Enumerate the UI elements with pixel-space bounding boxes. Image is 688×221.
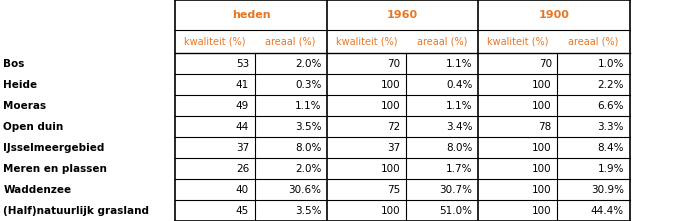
- Text: 1.1%: 1.1%: [446, 59, 473, 69]
- Text: 40: 40: [236, 185, 249, 194]
- Text: 2.0%: 2.0%: [295, 59, 321, 69]
- Text: 8.0%: 8.0%: [295, 143, 321, 152]
- Text: 1.7%: 1.7%: [446, 164, 473, 173]
- Text: 3.3%: 3.3%: [597, 122, 624, 131]
- Text: 44: 44: [236, 122, 249, 131]
- Text: heden: heden: [232, 10, 270, 20]
- Text: 30.6%: 30.6%: [288, 185, 321, 194]
- Text: 3.4%: 3.4%: [446, 122, 473, 131]
- Text: 6.6%: 6.6%: [597, 101, 624, 110]
- Text: 30.9%: 30.9%: [591, 185, 624, 194]
- Text: Bos: Bos: [3, 59, 25, 69]
- Text: areaal (%): areaal (%): [417, 36, 467, 46]
- Text: 37: 37: [236, 143, 249, 152]
- Text: 2.0%: 2.0%: [295, 164, 321, 173]
- Text: 78: 78: [539, 122, 552, 131]
- Text: 1.0%: 1.0%: [598, 59, 624, 69]
- Text: 1960: 1960: [387, 10, 418, 20]
- Text: 51.0%: 51.0%: [440, 206, 473, 215]
- Text: 1.1%: 1.1%: [294, 101, 321, 110]
- Text: 8.0%: 8.0%: [447, 143, 473, 152]
- Text: 41: 41: [236, 80, 249, 90]
- Text: 37: 37: [387, 143, 400, 152]
- Text: IJsselmeergebied: IJsselmeergebied: [3, 143, 105, 152]
- Text: 1.1%: 1.1%: [446, 101, 473, 110]
- Text: 30.7%: 30.7%: [440, 185, 473, 194]
- Text: 75: 75: [387, 185, 400, 194]
- Text: 72: 72: [387, 122, 400, 131]
- Text: 2.2%: 2.2%: [597, 80, 624, 90]
- Text: 100: 100: [380, 206, 400, 215]
- Text: areaal (%): areaal (%): [568, 36, 619, 46]
- Text: 49: 49: [236, 101, 249, 110]
- Text: 100: 100: [532, 143, 552, 152]
- Text: 100: 100: [380, 80, 400, 90]
- Text: (Half)natuurlijk grasland: (Half)natuurlijk grasland: [3, 206, 149, 215]
- Text: 1.9%: 1.9%: [597, 164, 624, 173]
- Text: kwaliteit (%): kwaliteit (%): [336, 36, 397, 46]
- Text: 8.4%: 8.4%: [597, 143, 624, 152]
- Text: 45: 45: [236, 206, 249, 215]
- Text: 44.4%: 44.4%: [591, 206, 624, 215]
- Text: kwaliteit (%): kwaliteit (%): [184, 36, 246, 46]
- Text: 100: 100: [532, 206, 552, 215]
- Text: 53: 53: [236, 59, 249, 69]
- Text: Meren en plassen: Meren en plassen: [3, 164, 107, 173]
- Text: Moeras: Moeras: [3, 101, 47, 110]
- Text: areaal (%): areaal (%): [266, 36, 316, 46]
- Text: 3.5%: 3.5%: [294, 206, 321, 215]
- Text: 100: 100: [532, 101, 552, 110]
- Text: kwaliteit (%): kwaliteit (%): [487, 36, 548, 46]
- Text: 70: 70: [539, 59, 552, 69]
- Text: 1900: 1900: [539, 10, 569, 20]
- Text: 3.5%: 3.5%: [294, 122, 321, 131]
- Text: 0.3%: 0.3%: [295, 80, 321, 90]
- Text: Heide: Heide: [3, 80, 38, 90]
- Text: 100: 100: [532, 164, 552, 173]
- Text: 100: 100: [532, 185, 552, 194]
- Text: 0.4%: 0.4%: [447, 80, 473, 90]
- Text: 100: 100: [532, 80, 552, 90]
- Text: Waddenzee: Waddenzee: [3, 185, 72, 194]
- Text: 100: 100: [380, 164, 400, 173]
- Text: 70: 70: [387, 59, 400, 69]
- Text: Open duin: Open duin: [3, 122, 64, 131]
- Text: 100: 100: [380, 101, 400, 110]
- Text: 26: 26: [236, 164, 249, 173]
